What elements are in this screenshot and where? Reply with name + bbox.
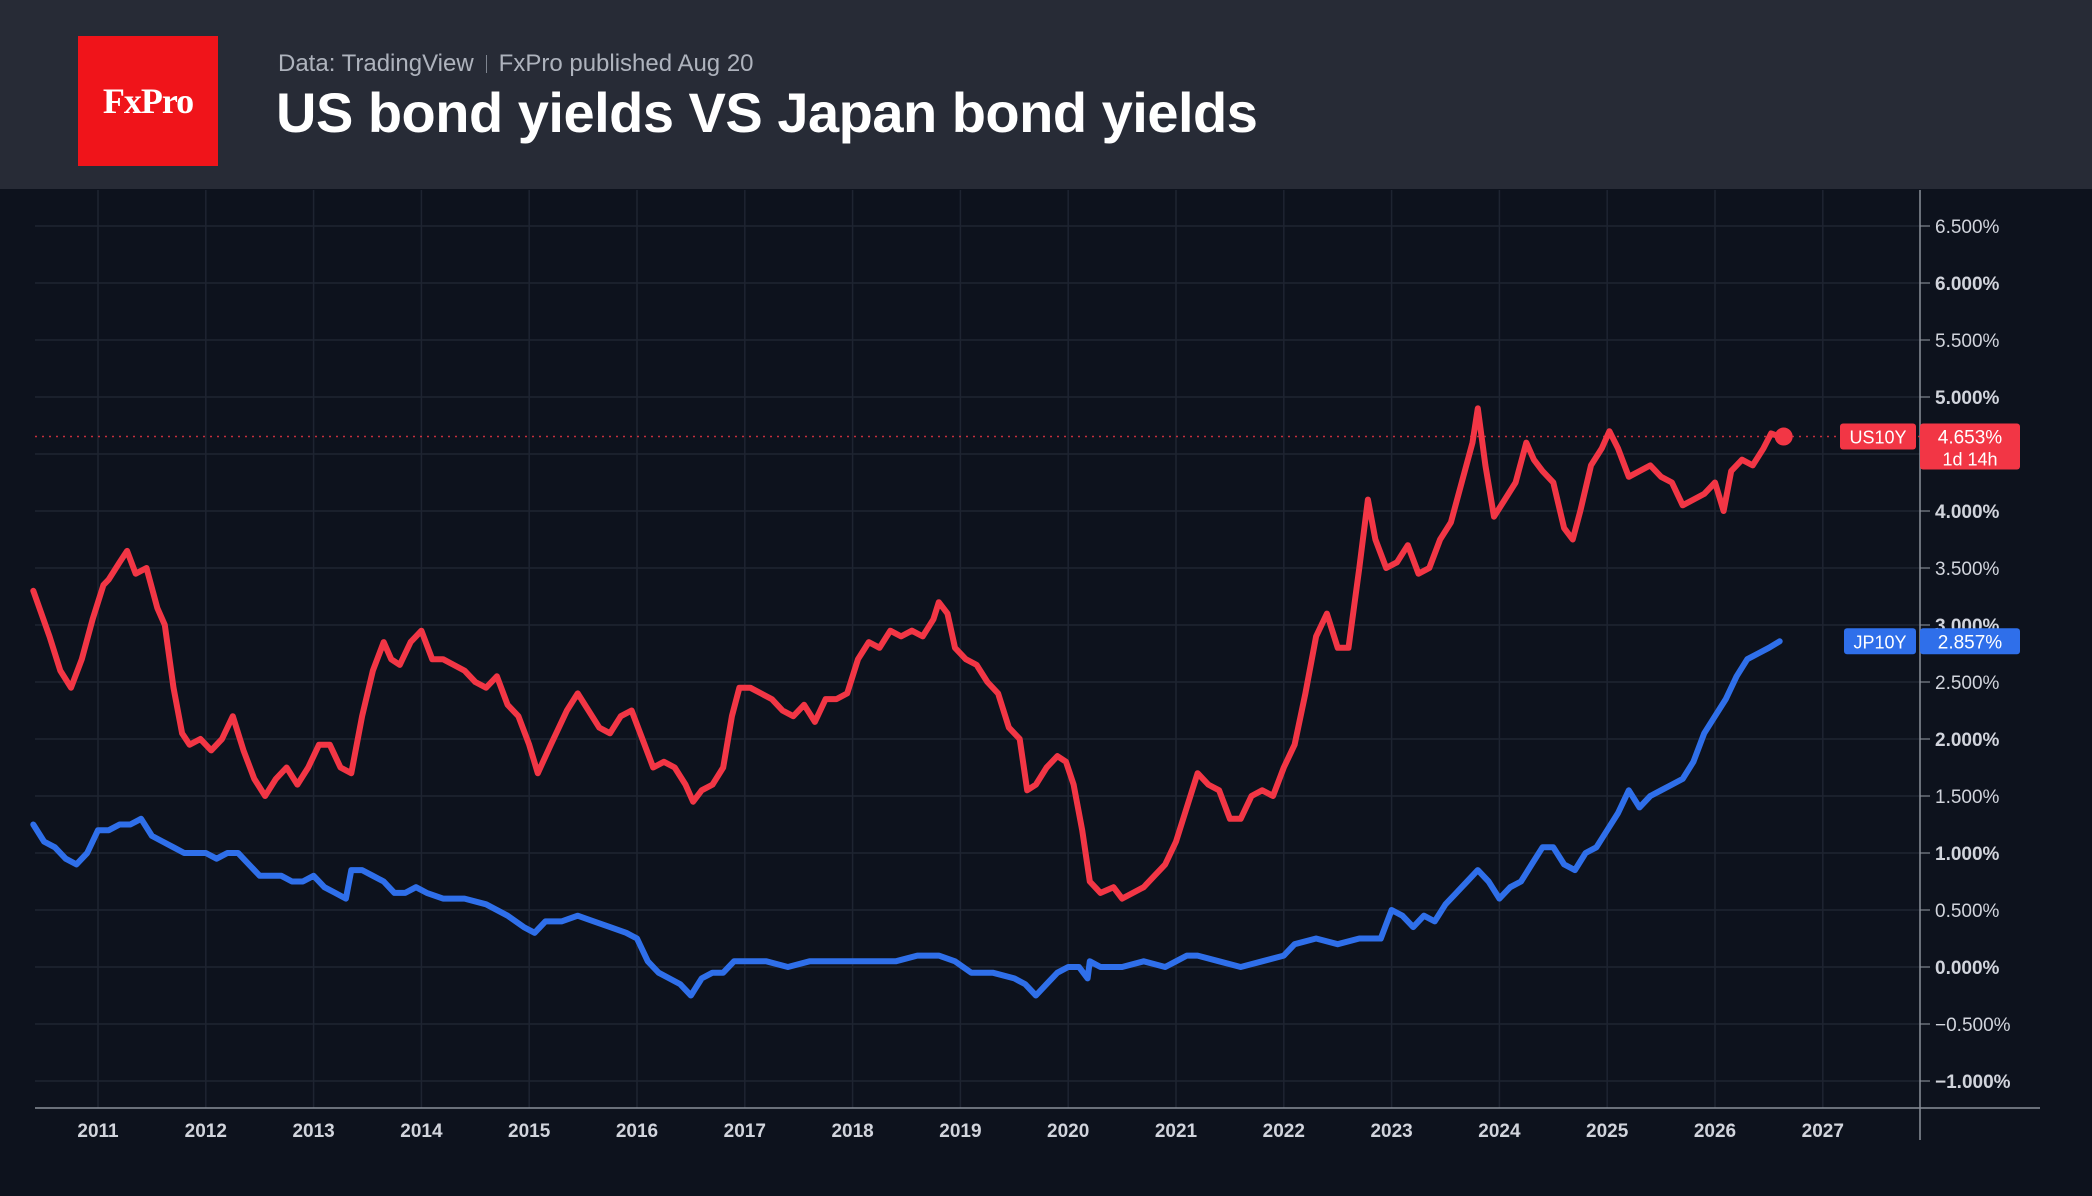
series-name-box: [1844, 628, 1916, 655]
publisher-line: FxPro published Aug 20: [498, 50, 754, 77]
x-tick-label: 2021: [1155, 1121, 1198, 1142]
x-tick-label: 2018: [831, 1121, 873, 1142]
x-tick-label: 2027: [1802, 1121, 1844, 1142]
y-tick-label: 2.000%: [1935, 730, 2000, 751]
x-tick-label: 2022: [1263, 1121, 1305, 1142]
value-box: [1920, 423, 2020, 470]
value-label: 4.653%: [1938, 428, 2003, 449]
countdown-label: 1d 14h: [1942, 450, 1997, 470]
series-name-label: US10Y: [1849, 428, 1906, 448]
y-tick-label: 0.500%: [1935, 901, 2000, 922]
x-tick-label: 2025: [1586, 1121, 1629, 1142]
data-source: Data: TradingView: [278, 50, 474, 77]
x-tick-label: 2026: [1694, 1121, 1736, 1142]
header-bar: FxPro Data: TradingView FxPro published …: [0, 0, 2092, 189]
logo-text: FxPro: [102, 81, 194, 121]
y-tick-label: −1.000%: [1935, 1072, 2011, 1093]
x-tick-label: 2023: [1370, 1121, 1412, 1142]
fxpro-logo: FxPro: [78, 36, 218, 166]
x-tick-label: 2012: [185, 1121, 227, 1142]
y-tick-label: 5.000%: [1935, 388, 2000, 409]
last-point-marker: [1774, 427, 1793, 446]
y-tick-label: −0.500%: [1935, 1015, 2011, 1036]
chart-title: US bond yields VS Japan bond yields: [276, 81, 1258, 144]
x-tick-label: 2016: [616, 1121, 658, 1142]
y-tick-label: 5.500%: [1935, 331, 2000, 352]
series-line-jp10y: [30, 638, 1783, 999]
x-tick-label: 2014: [400, 1121, 443, 1142]
x-tick-label: 2019: [939, 1121, 981, 1142]
x-tick-label: 2020: [1047, 1121, 1089, 1142]
value-label: 2.857%: [1938, 632, 2003, 653]
x-tick-label: 2024: [1478, 1121, 1521, 1142]
y-tick-label: 6.500%: [1935, 217, 2000, 238]
y-tick-label: 3.500%: [1935, 559, 2000, 580]
x-tick-label: 2011: [77, 1121, 119, 1142]
x-tick-label: 2017: [724, 1121, 766, 1142]
y-tick-label: 2.500%: [1935, 673, 2000, 694]
y-tick-label: 6.000%: [1935, 274, 2000, 295]
series-line-us10y: [30, 405, 1783, 902]
series-name-box: [1840, 423, 1916, 450]
y-tick-label: 1.000%: [1935, 844, 2000, 865]
y-tick-label: 4.000%: [1935, 502, 2000, 523]
separator: [485, 55, 487, 73]
value-box: [1920, 628, 2020, 655]
series-name-label: JP10Y: [1853, 632, 1906, 652]
x-tick-label: 2015: [508, 1121, 551, 1142]
x-tick-label: 2013: [292, 1121, 334, 1142]
y-tick-label: 1.500%: [1935, 787, 2000, 808]
source-line: Data: TradingView FxPro published Aug 20: [278, 48, 754, 80]
y-tick-label: 0.000%: [1935, 958, 2000, 979]
